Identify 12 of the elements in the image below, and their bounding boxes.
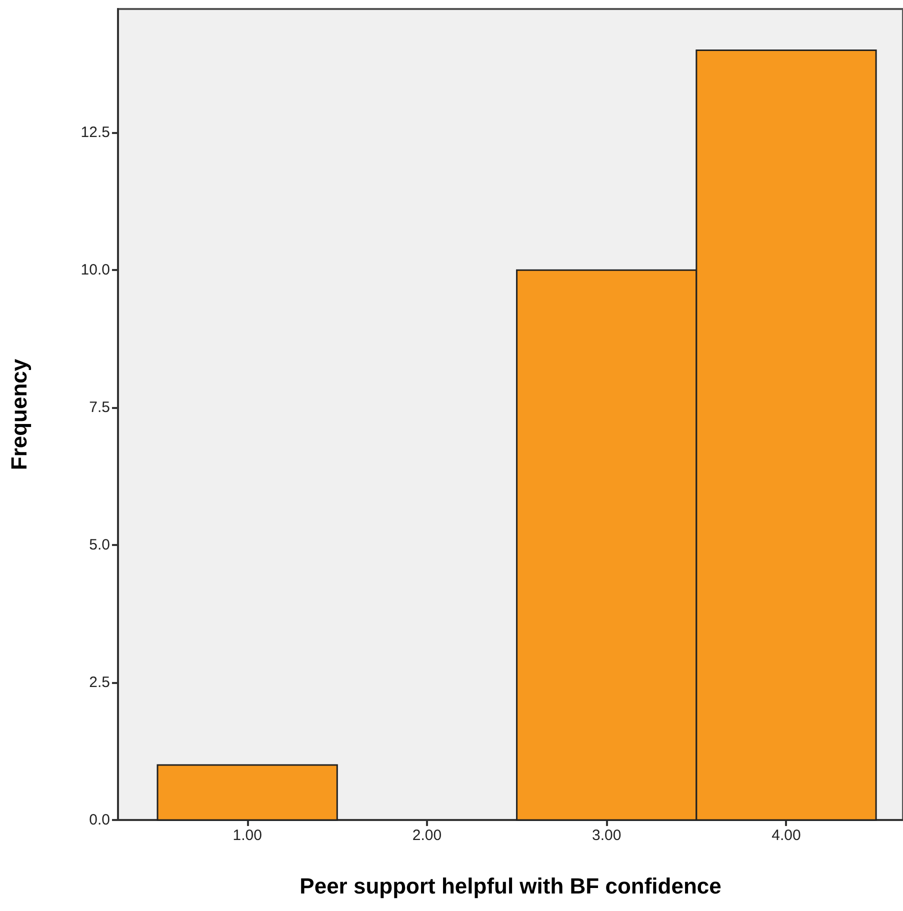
y-axis-title: Frequency xyxy=(6,358,32,470)
x-tick-label: 1.00 xyxy=(232,827,262,844)
x-tick-label: 4.00 xyxy=(772,827,801,844)
y-tick-label: 0.0 xyxy=(89,812,110,828)
x-tick-label: 3.00 xyxy=(592,827,622,844)
x-tick-label: 2.00 xyxy=(412,827,442,844)
y-tick-label: 12.5 xyxy=(80,124,110,142)
y-tick-label: 5.0 xyxy=(89,536,110,554)
x-axis-title: Peer support helpful with BF confidence xyxy=(300,874,722,898)
y-tick-label: 10.0 xyxy=(80,262,110,279)
y-tick-label: 2.5 xyxy=(89,674,110,692)
y-tick-label: 7.5 xyxy=(89,399,110,416)
